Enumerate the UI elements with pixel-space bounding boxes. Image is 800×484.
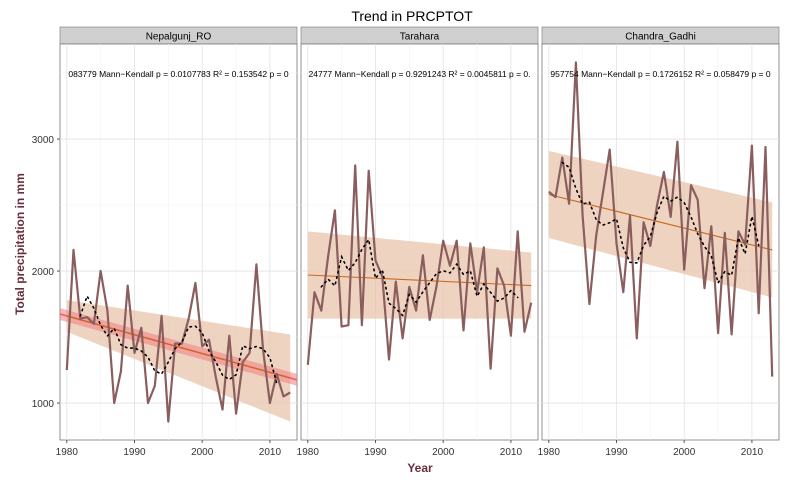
moving-average-line xyxy=(320,237,519,317)
x-tick-label: 2000 xyxy=(432,447,455,458)
stat-annotation: 24777 Mann−Kendall p = 0.9291243 R² = 0.… xyxy=(309,69,531,79)
facet-panel-nepalgunj-ro: Nepalgunj_RO 083779 Mann−Kendall p = 0.01… xyxy=(56,26,298,458)
moving-average-line xyxy=(79,294,278,384)
chart-title: Trend in PRCPTOT xyxy=(351,8,473,24)
series-line xyxy=(65,248,291,423)
x-tick-label: 1980 xyxy=(538,447,561,458)
y-tick-label: 1000 xyxy=(32,399,55,410)
panel-plot-area: 24777 Mann−Kendall p = 0.9291243 R² = 0.… xyxy=(306,69,533,370)
facet-strip-label: Chandra_Gadhi xyxy=(625,32,696,43)
x-tick-label: 2000 xyxy=(191,447,214,458)
x-tick-label: 1980 xyxy=(297,447,320,458)
trend-line xyxy=(66,315,291,379)
x-tick-label: 2010 xyxy=(500,447,523,458)
x-tick-label: 1990 xyxy=(123,447,146,458)
panel-plot-area: 957754 Mann−Kendall p = 0.1726152 R² = 0… xyxy=(548,61,774,377)
series-line xyxy=(306,164,533,370)
facet-strip-label: Tarahara xyxy=(400,32,440,43)
y-axis-label: Total precipitation in mm xyxy=(13,173,27,315)
x-tick-label: 2010 xyxy=(259,447,282,458)
y-tick-label: 2000 xyxy=(32,267,55,278)
series-line xyxy=(548,61,774,377)
stat-annotation: 083779 Mann−Kendall p = 0.0107783 R² = 0… xyxy=(68,69,289,79)
panel-plot-area: 083779 Mann−Kendall p = 0.0107783 R² = 0… xyxy=(60,69,297,423)
facet-panel-chandra-gadhi: Chandra_Gadhi 957754 Mann−Kendall p = 0.1… xyxy=(538,26,780,458)
x-tick-label: 2010 xyxy=(741,447,764,458)
x-tick-label: 1990 xyxy=(605,447,628,458)
x-axis-label: Year xyxy=(407,461,433,475)
facet-panel-tarahara: Tarahara 24777 Mann−Kendall p = 0.9291243… xyxy=(297,26,539,458)
facet-strip-label: Nepalgunj_RO xyxy=(146,32,212,43)
facets: 1000 2000 3000 Nepalgunj_RO 083779 Mann−Kend… xyxy=(32,26,780,458)
y-tick-label: 3000 xyxy=(32,135,55,146)
x-tick-label: 1980 xyxy=(56,447,79,458)
x-tick-label: 1990 xyxy=(364,447,387,458)
stat-annotation: 957754 Mann−Kendall p = 0.1726152 R² = 0… xyxy=(550,69,771,79)
x-tick-label: 2000 xyxy=(673,447,696,458)
